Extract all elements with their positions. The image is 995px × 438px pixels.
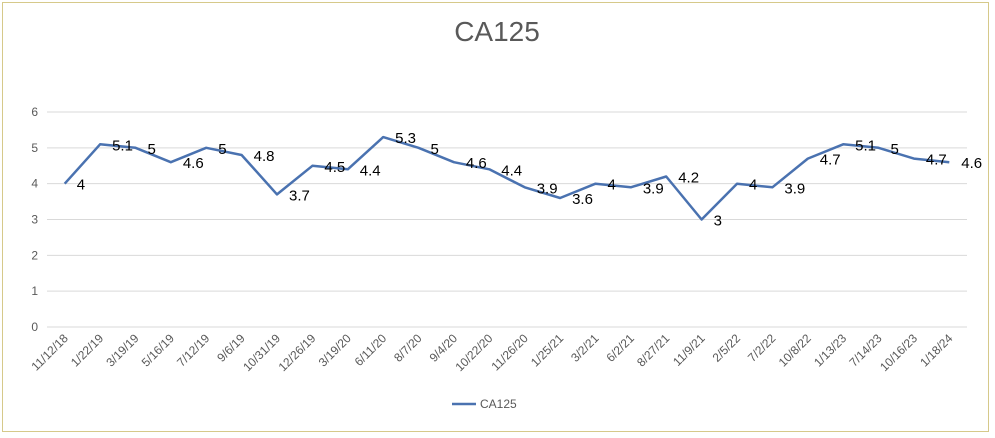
data-label: 3.9 — [537, 180, 558, 197]
x-tick-label: 6/2/21 — [603, 331, 637, 365]
data-label: 3.6 — [572, 191, 593, 208]
data-label: 5 — [891, 141, 899, 158]
data-label: 5 — [218, 141, 226, 158]
x-tick-label: 3/19/19 — [103, 331, 141, 369]
data-label: 4.7 — [820, 152, 841, 169]
y-tick-label: 5 — [31, 141, 38, 155]
data-label: 3 — [714, 213, 722, 230]
x-tick-label: 11/9/21 — [670, 331, 708, 369]
y-tick-label: 0 — [31, 320, 38, 334]
data-label: 4.2 — [678, 170, 699, 187]
series-line — [63, 135, 950, 221]
data-label: 5 — [147, 141, 155, 158]
legend: CA125 — [452, 397, 517, 411]
data-label: 4.5 — [324, 159, 345, 176]
x-tick-label: 2/5/22 — [710, 331, 744, 365]
data-label: 5.3 — [395, 130, 416, 147]
data-labels: 4 5.1 5 4.6 5 4.8 3.7 4.5 4.4 5.3 5 4.6 4.4 3.9 3.6 4 3.… — [77, 130, 982, 229]
x-tick-label: 8/7/20 — [391, 331, 425, 365]
x-tick-label: 12/26/19 — [276, 331, 319, 374]
y-tick-label: 4 — [31, 177, 38, 191]
x-tick-label: 9/4/20 — [427, 331, 461, 365]
y-tick-label: 3 — [31, 213, 38, 227]
data-label: 4.6 — [183, 155, 204, 172]
x-tick-label: 10/16/23 — [877, 331, 920, 374]
data-label: 3.9 — [784, 180, 805, 197]
x-tick-label: 1/13/23 — [811, 331, 849, 369]
gridlines — [47, 111, 967, 328]
x-tick-label: 7/2/22 — [745, 331, 779, 365]
x-axis-ticks: 11/12/181/22/193/19/195/16/197/12/19 9/6/… — [29, 331, 956, 374]
data-label: 4.7 — [926, 152, 947, 169]
data-label: 4.4 — [360, 162, 381, 179]
series-layer — [63, 135, 950, 221]
data-label: 5 — [431, 141, 439, 158]
x-tick-label: 1/22/19 — [68, 331, 106, 369]
y-tick-label: 6 — [31, 105, 38, 119]
x-tick-label: 5/16/19 — [139, 331, 177, 369]
data-label: 4.8 — [254, 148, 275, 165]
data-label: 4 — [77, 177, 85, 194]
x-tick-label: 9/6/19 — [214, 331, 248, 365]
x-tick-label: 6/11/20 — [352, 331, 390, 369]
legend-label: CA125 — [480, 397, 517, 411]
x-tick-label: 10/22/20 — [452, 331, 495, 374]
data-label: 4.6 — [466, 155, 487, 172]
x-tick-label: 1/18/24 — [917, 331, 955, 369]
x-tick-label: 1/25/21 — [528, 331, 566, 369]
data-label: 3.9 — [643, 180, 664, 197]
data-label: 4 — [749, 177, 757, 194]
x-tick-label: 7/12/19 — [174, 331, 212, 369]
chart-frame — [2, 2, 989, 432]
x-tick-label: 3/19/20 — [316, 331, 354, 369]
x-tick-label: 11/12/18 — [29, 331, 72, 374]
data-label: 3.7 — [289, 187, 310, 204]
data-label: 5.1 — [112, 137, 133, 154]
x-tick-label: 10/31/19 — [240, 331, 283, 374]
y-tick-label: 2 — [31, 248, 38, 262]
data-label: 4.4 — [501, 162, 522, 179]
data-label: 4.6 — [961, 155, 982, 172]
x-tick-label: 10/8/22 — [776, 331, 814, 369]
data-label: 4 — [607, 177, 615, 194]
data-label: 5.1 — [855, 137, 876, 154]
x-tick-label: 8/27/21 — [634, 331, 672, 369]
y-axis-ticks: 0 1 2 3 4 5 6 — [31, 105, 38, 334]
chart-title: CA125 — [454, 16, 540, 47]
x-tick-label: 11/26/20 — [489, 331, 532, 374]
y-tick-label: 1 — [31, 284, 38, 298]
x-tick-label: 3/2/21 — [568, 331, 602, 365]
